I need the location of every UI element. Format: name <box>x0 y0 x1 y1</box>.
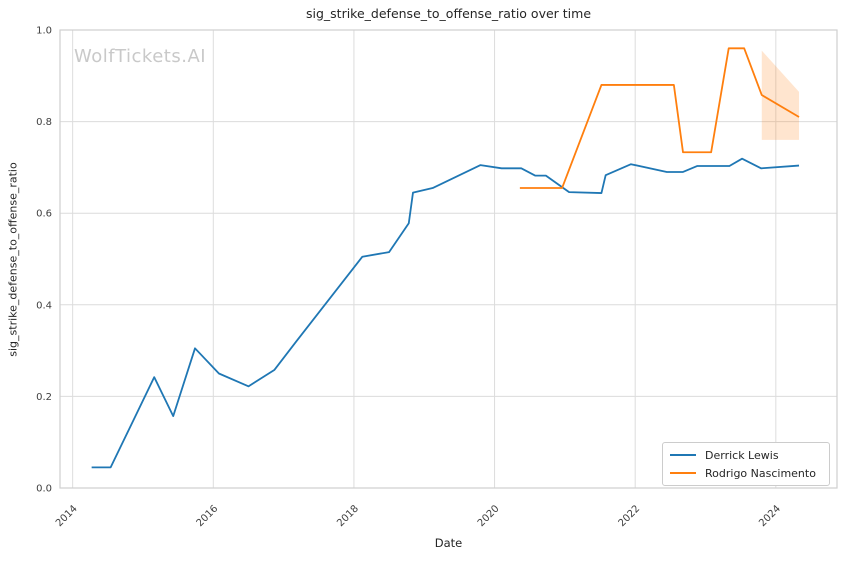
plot-border <box>59 29 838 489</box>
legend-item: Derrick Lewis <box>670 448 821 462</box>
watermark: WolfTickets.AI <box>74 46 207 67</box>
legend-label: Derrick Lewis <box>705 448 779 462</box>
legend: Derrick Lewis Rodrigo Nascimento <box>662 442 830 486</box>
x-tick-label: 2022 <box>617 503 643 529</box>
x-tick-label: 2018 <box>335 503 361 529</box>
legend-label: Rodrigo Nascimento <box>705 466 816 480</box>
y-tick-label: 0.8 <box>36 117 52 128</box>
x-tick-label: 2016 <box>195 503 221 529</box>
legend-line-swatch <box>670 472 696 474</box>
series-line-1 <box>519 47 800 189</box>
legend-line-swatch <box>670 454 696 456</box>
chart-title: sig_strike_defense_to_offense_ratio over… <box>305 6 592 21</box>
x-tick-label: 2014 <box>54 503 80 529</box>
confidence-band <box>761 50 800 140</box>
series-line-0 <box>91 157 800 469</box>
y-tick-label: 0.2 <box>36 392 52 403</box>
y-tick-label: 0.6 <box>36 209 52 220</box>
x-tick-label: 2020 <box>476 503 502 529</box>
x-axis-label: Date <box>434 536 463 550</box>
y-tick-label: 0.4 <box>36 300 52 311</box>
y-axis-label: sig_strike_defense_to_offense_ratio <box>6 162 20 357</box>
y-tick-label: 0.0 <box>36 484 52 495</box>
x-tick-label: 2024 <box>757 503 783 529</box>
y-tick-label: 1.0 <box>36 26 52 37</box>
legend-item: Rodrigo Nascimento <box>670 466 821 480</box>
